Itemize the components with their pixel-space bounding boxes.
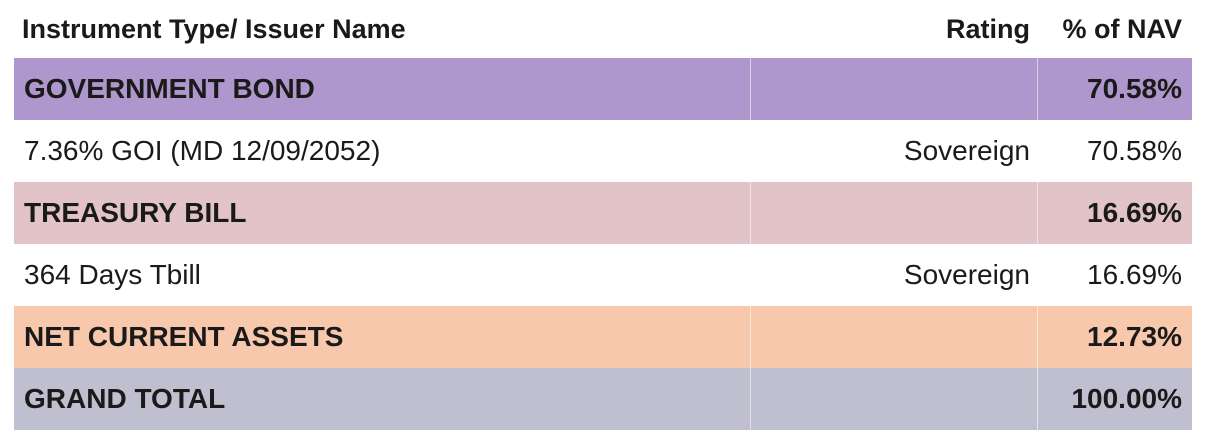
header-instrument: Instrument Type/ Issuer Name [22,13,406,44]
row-nav: 16.69% [1087,197,1182,228]
row-name: TREASURY BILL [14,182,751,244]
table-header: Instrument Type/ Issuer Name Rating % of… [14,0,1192,58]
row-nav: 12.73% [1087,321,1182,352]
row-rating [751,58,1038,120]
table-row-government-bond: GOVERNMENT BOND 70.58% [14,58,1192,120]
row-rating [751,306,1038,368]
row-name: GOVERNMENT BOND [14,58,751,120]
header-nav: % of NAV [1062,13,1183,44]
row-name: NET CURRENT ASSETS [14,306,751,368]
row-name: 364 Days Tbill [24,259,201,290]
table-row-tbill-364: 364 Days Tbill Sovereign 16.69% [14,244,1192,306]
portfolio-table: Instrument Type/ Issuer Name Rating % of… [14,0,1192,430]
row-nav: 16.69% [1087,259,1182,290]
table-row-goi: 7.36% GOI (MD 12/09/2052) Sovereign 70.5… [14,120,1192,182]
table-row-treasury-bill: TREASURY BILL 16.69% [14,182,1192,244]
row-nav: 70.58% [1087,135,1182,166]
row-nav: 100.00% [1071,383,1182,414]
row-name: 7.36% GOI (MD 12/09/2052) [24,135,381,166]
row-rating: Sovereign [903,259,1030,290]
table-row-net-current-assets: NET CURRENT ASSETS 12.73% [14,306,1192,368]
row-rating: Sovereign [903,135,1030,166]
header-rating: Rating [946,13,1030,44]
row-nav: 70.58% [1087,73,1182,104]
table-row-grand-total: GRAND TOTAL 100.00% [14,368,1192,430]
row-rating [751,368,1038,430]
row-name: GRAND TOTAL [14,368,751,430]
row-rating [751,182,1038,244]
